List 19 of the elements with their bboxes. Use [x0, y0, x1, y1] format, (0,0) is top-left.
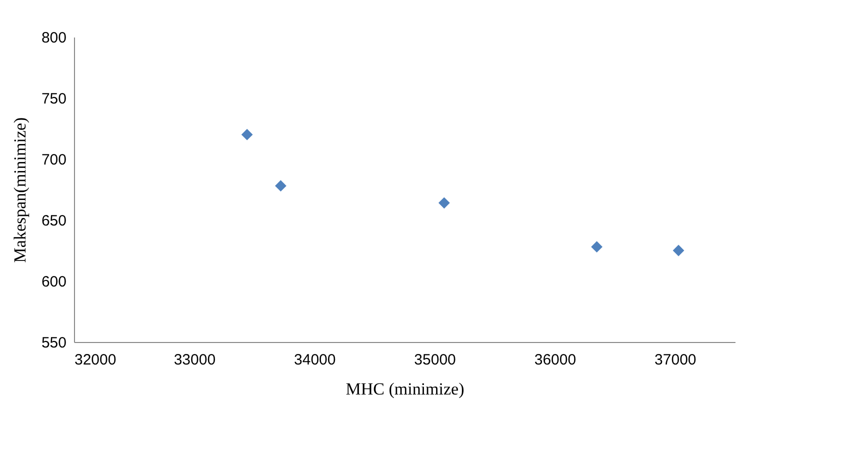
- point: [438, 197, 450, 209]
- y-tick-label: 750: [41, 90, 66, 108]
- y-tick-label: 600: [41, 274, 66, 290]
- x-tick-label: 36000: [534, 352, 576, 368]
- y-tick-label: 550: [41, 334, 66, 352]
- point: [275, 180, 286, 192]
- x-tick-label: 35000: [414, 352, 456, 368]
- point: [672, 244, 684, 256]
- y-axis-title: Makespan(minimize): [10, 117, 30, 263]
- y-tick-label: 650: [41, 212, 66, 230]
- y-tick-label: 700: [41, 152, 66, 168]
- x-tick-label: 32000: [74, 352, 116, 368]
- x-tick-label: 34000: [294, 352, 336, 368]
- x-axis-title: MHC (minimize): [346, 380, 464, 398]
- x-tick-label: 33000: [174, 352, 216, 368]
- point: [241, 128, 253, 140]
- point: [591, 241, 602, 253]
- x-tick-label: 37000: [654, 352, 696, 368]
- y-tick-label: 800: [41, 30, 66, 46]
